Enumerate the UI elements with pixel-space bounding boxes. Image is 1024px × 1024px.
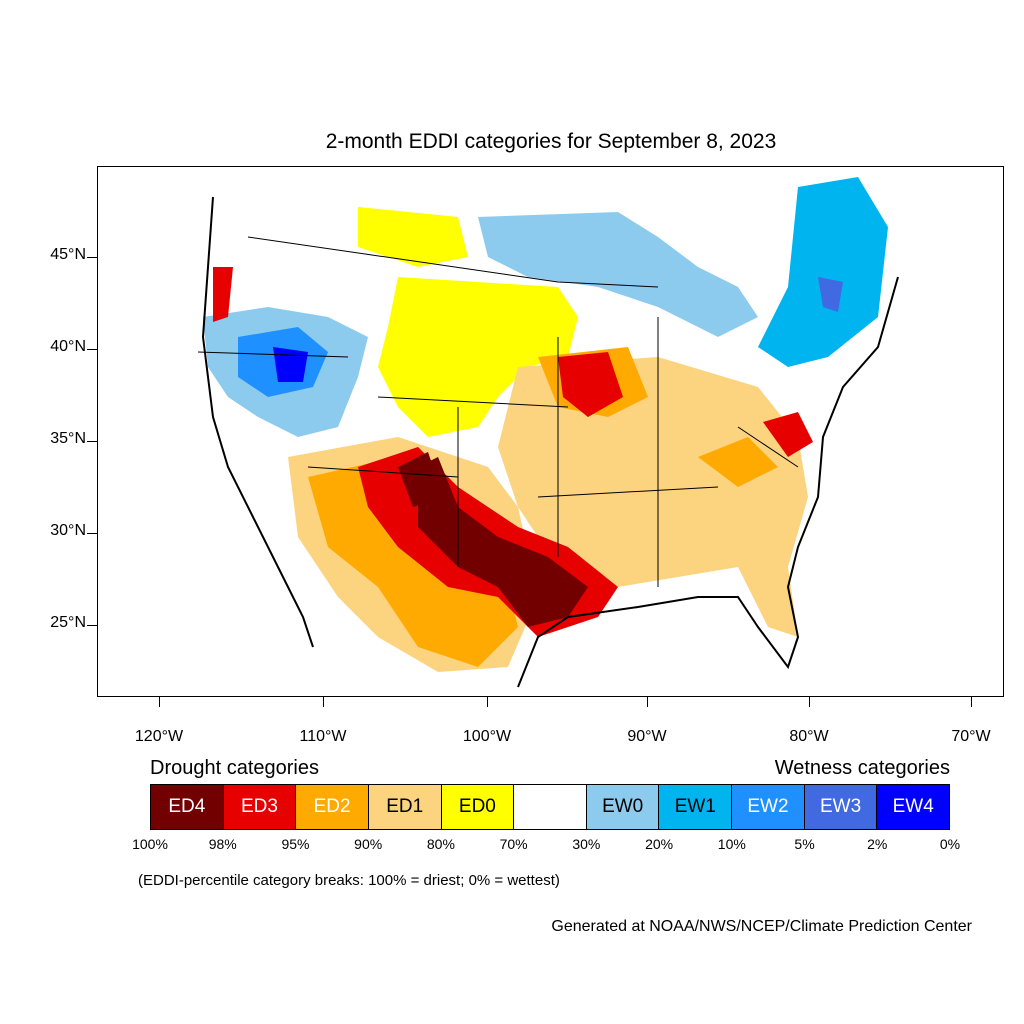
percentile-label: 2% <box>867 836 888 852</box>
legend-swatch-ew3: EW3 <box>804 785 878 829</box>
percentile-label: 10% <box>717 836 746 852</box>
legend-swatch-ew1: EW1 <box>659 785 733 829</box>
credit-text: Generated at NOAA/NWS/NCEP/Climate Predi… <box>551 918 972 935</box>
lat-label-40: 40°N <box>50 338 86 355</box>
percentile-label: 95% <box>281 836 310 852</box>
lon-label-100w: 100°W <box>462 728 512 745</box>
lat-tick <box>87 257 97 258</box>
boundary-lines <box>197 236 799 587</box>
ed2-kentucky <box>698 437 778 487</box>
very-wet-core <box>273 347 308 382</box>
legend-swatch-ew0: EW0 <box>586 785 660 829</box>
legend-swatch-ed2: ED2 <box>296 785 369 829</box>
lon-label-90w: 90°W <box>627 728 667 745</box>
lat-tick <box>87 625 97 626</box>
percentile-label: 98% <box>208 836 237 852</box>
lon-label-110w: 110°W <box>299 728 347 745</box>
percentile-label: 30% <box>572 836 601 852</box>
lat-label-25: 25°N <box>50 614 86 631</box>
lon-tick <box>647 697 648 707</box>
ed3-northwest <box>213 267 233 322</box>
ed3-iowa <box>558 352 623 417</box>
eddi-map <box>97 166 1004 697</box>
ed4-texas <box>418 457 588 627</box>
legend-swatch-ed4: ED4 <box>151 785 224 829</box>
lon-tick <box>159 697 160 707</box>
wet-region-canada-east <box>758 177 888 367</box>
lon-tick <box>809 697 810 707</box>
category-legend: ED4 ED3 ED2 ED1 ED0 EW0 EW1 EW2 EW3 EW4 <box>150 784 950 830</box>
wetness-heading: Wetness categories <box>774 757 950 779</box>
legend-swatch-ed0: ED0 <box>441 785 515 829</box>
lat-tick <box>87 533 97 534</box>
wet-region-north <box>478 212 758 337</box>
percentile-label: 5% <box>794 836 815 852</box>
map-title: 2-month EDDI categories for September 8,… <box>325 130 777 153</box>
ed4-nm <box>398 452 443 507</box>
legend-swatch-ed3: ED3 <box>223 785 297 829</box>
ed0-plains <box>378 277 578 437</box>
lat-label-35: 35°N <box>50 430 86 447</box>
lat-tick <box>87 441 97 442</box>
percentile-label: 90% <box>354 836 383 852</box>
conus-map-graphic <box>197 177 899 688</box>
lon-label-120w: 120°W <box>134 728 184 745</box>
lat-label-30: 30°N <box>50 522 86 539</box>
drought-heading: Drought categories <box>150 757 319 779</box>
lon-tick <box>323 697 324 707</box>
lon-label-70w: 70°W <box>951 728 991 745</box>
legend-swatch-ew4: EW4 <box>877 785 950 829</box>
lon-label-80w: 80°W <box>789 728 829 745</box>
ed0-north <box>358 207 468 267</box>
percentile-label: 70% <box>499 836 528 852</box>
legend-swatch-ed1: ED1 <box>368 785 442 829</box>
lon-tick <box>487 697 488 707</box>
percentile-label: 0% <box>939 836 961 852</box>
percentile-label: 80% <box>426 836 455 852</box>
lat-tick <box>87 349 97 350</box>
lat-label-45: 45°N <box>50 246 86 263</box>
category-note: (EDDI-percentile category breaks: 100% =… <box>138 872 560 889</box>
percentile-label: 100% <box>132 836 168 852</box>
legend-swatch-ew2: EW2 <box>732 785 805 829</box>
legend-swatch-neutral <box>514 785 587 829</box>
ed3-virginia <box>763 412 813 457</box>
wet-region-vermont <box>818 277 843 312</box>
coastline <box>201 196 899 688</box>
lon-tick <box>971 697 972 707</box>
percentile-label: 20% <box>645 836 674 852</box>
